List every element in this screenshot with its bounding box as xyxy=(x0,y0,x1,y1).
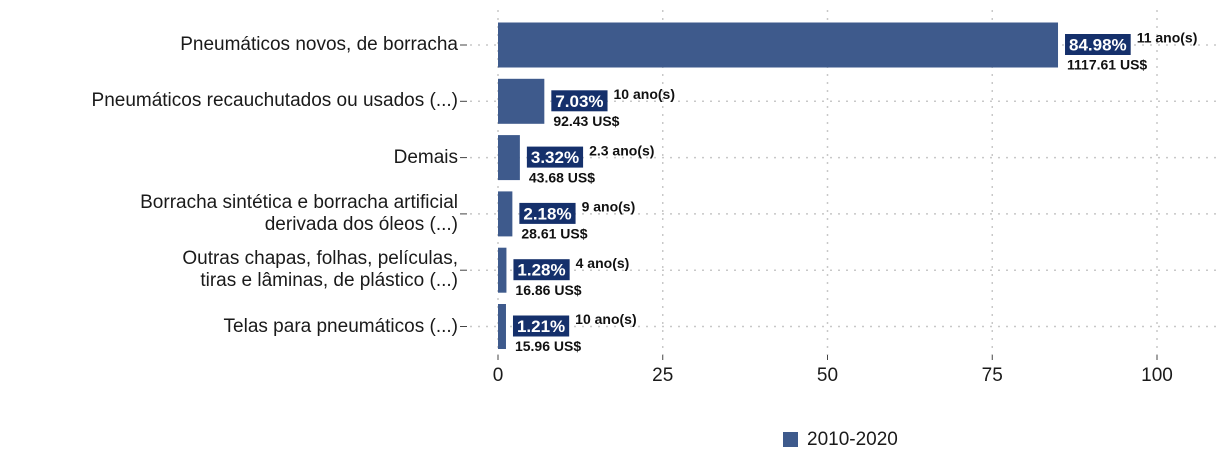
x-tick-label: 25 xyxy=(652,365,673,386)
y-tick-label: Pneumáticos novos, de borracha xyxy=(180,34,458,55)
value-label: 7.03% xyxy=(555,92,603,111)
x-tick-label: 0 xyxy=(493,365,504,386)
amount-label: 15.96 US$ xyxy=(515,338,581,354)
y-tick-label: Demais xyxy=(393,146,458,168)
bar xyxy=(498,247,507,293)
value-label-box xyxy=(513,259,570,281)
amount-label: 92.43 US$ xyxy=(553,113,619,129)
value-label: 3.32% xyxy=(531,148,579,167)
x-tick-label: 100 xyxy=(1141,365,1173,386)
x-tick-label: 50 xyxy=(817,365,838,386)
y-tick-label: Pneumáticos recauchutados ou usados (...… xyxy=(91,90,458,112)
value-label-box xyxy=(1065,34,1131,55)
legend-swatch xyxy=(783,432,798,447)
value-label: 1.21% xyxy=(517,317,565,336)
value-label: 2.18% xyxy=(523,204,571,223)
value-label: 84.98% xyxy=(1069,35,1127,54)
bar xyxy=(498,22,1059,68)
legend-label: 2010-2020 xyxy=(807,429,898,450)
value-label-box xyxy=(551,90,608,112)
years-label: 2.3 ano(s) xyxy=(589,142,654,158)
value-label: 1.28% xyxy=(517,261,565,280)
amount-label: 16.86 US$ xyxy=(515,282,581,298)
value-label-box xyxy=(519,202,576,224)
amount-label: 1117.61 US$ xyxy=(1067,57,1147,73)
years-label: 11 ano(s) xyxy=(1137,30,1198,46)
y-tick-label: Outras chapas, folhas, películas, tiras … xyxy=(182,248,458,292)
y-tick-label: Borracha sintética e borracha artificial… xyxy=(140,191,458,235)
years-label: 10 ano(s) xyxy=(575,311,636,327)
y-tick-label: Telas para pneumáticos (...) xyxy=(223,315,458,337)
x-tick-label: 75 xyxy=(982,365,1003,386)
bar xyxy=(498,191,513,237)
bar xyxy=(498,135,520,181)
value-label-box xyxy=(512,315,570,337)
years-label: 4 ano(s) xyxy=(576,255,630,271)
amount-label: 43.68 US$ xyxy=(529,169,595,185)
years-label: 10 ano(s) xyxy=(614,86,675,102)
bar xyxy=(498,304,506,349)
amount-label: 28.61 US$ xyxy=(521,226,587,242)
years-label: 9 ano(s) xyxy=(582,199,636,215)
value-label-box xyxy=(526,146,584,168)
bar xyxy=(498,78,545,124)
